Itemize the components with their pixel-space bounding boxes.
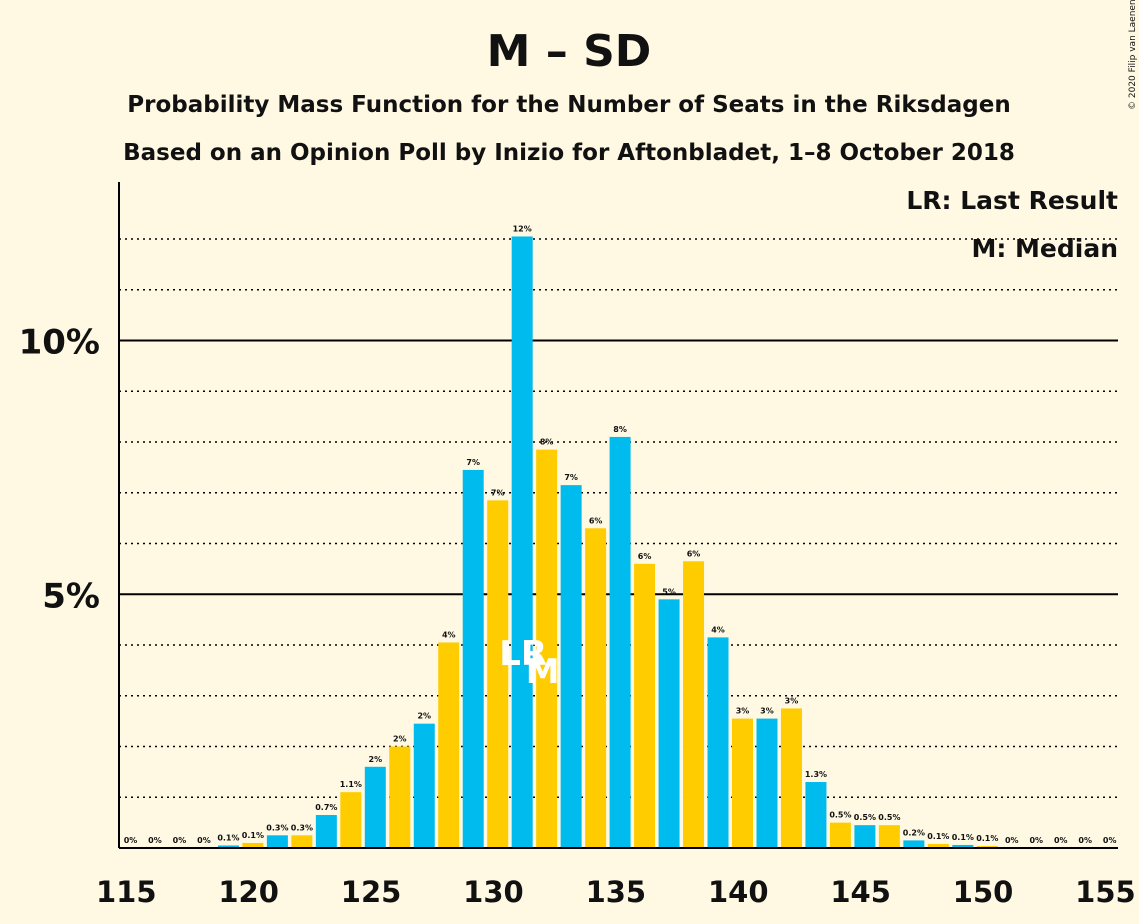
- bar-seat-151: [976, 845, 998, 848]
- bar-seat-128: [413, 723, 435, 848]
- legend-last-result: LR: Last Result: [906, 186, 1118, 215]
- bar-label-seat-156: 0%: [1103, 836, 1117, 845]
- bar-label-seat-147: 0.5%: [878, 813, 900, 822]
- bar-seat-148: [903, 840, 925, 848]
- bars: [217, 236, 998, 848]
- bar-label-seat-145: 0.5%: [829, 811, 851, 820]
- bar-seat-130: [462, 469, 484, 848]
- bar-seat-143: [780, 708, 802, 848]
- chart-subtitle-2: Based on an Opinion Poll by Inizio for A…: [123, 140, 1015, 166]
- bar-seat-139: [683, 561, 705, 848]
- bar-label-seat-146: 0.5%: [854, 813, 876, 822]
- y-tick-5: 5%: [42, 576, 100, 616]
- copyright-credit: © 2020 Filip van Laenen: [1128, 0, 1138, 110]
- bar-seat-134: [560, 485, 582, 848]
- bar-label-seat-125: 1.1%: [340, 780, 362, 789]
- x-tick-125: 125: [341, 875, 402, 909]
- bar-seat-145: [829, 822, 851, 848]
- x-tick-155: 155: [1075, 875, 1136, 909]
- bar-label-seat-140: 4%: [711, 625, 725, 634]
- bar-label-seat-137: 6%: [638, 552, 652, 561]
- bar-seat-126: [364, 766, 386, 848]
- bar-label-seat-118: 0%: [173, 836, 187, 845]
- bar-label-seat-155: 0%: [1078, 836, 1092, 845]
- bar-seat-142: [756, 718, 778, 848]
- bar-seat-146: [854, 825, 876, 848]
- bar-label-seat-138: 5%: [662, 587, 676, 596]
- bar-label-seat-154: 0%: [1054, 836, 1068, 845]
- bar-seat-144: [805, 782, 827, 848]
- bar-label-seat-136: 8%: [613, 425, 627, 434]
- bar-labels: 0% 0% 0% 0% 0.1% 0.1%0.3% 0.3%0.7%1.1%2%2%2%4%…: [124, 224, 1117, 845]
- bar-seat-125: [340, 792, 362, 848]
- bar-label-seat-116: 0%: [124, 836, 138, 845]
- bar-label-seat-142: 3%: [760, 707, 774, 716]
- bar-label-seat-128: 2%: [417, 712, 431, 721]
- bar-seat-123: [291, 835, 313, 848]
- bar-label-seat-130: 7%: [466, 458, 480, 467]
- bar-seat-140: [707, 637, 729, 848]
- bar-label-seat-119: 0%: [197, 836, 211, 845]
- bar-label-seat-117: 0%: [148, 836, 162, 845]
- bar-label-seat-120: 0.1%: [217, 833, 239, 842]
- bar-seat-137: [634, 563, 656, 848]
- bar-label-seat-124: 0.7%: [315, 803, 337, 812]
- x-tick-120: 120: [218, 875, 279, 909]
- bar-label-seat-127: 2%: [393, 735, 407, 744]
- x-tick-135: 135: [586, 875, 647, 909]
- bar-seat-136: [609, 436, 631, 848]
- x-tick-150: 150: [953, 875, 1014, 909]
- bar-seat-141: [732, 718, 753, 848]
- bar-label-seat-149: 0.1%: [927, 832, 949, 841]
- bar-seat-120: [217, 845, 239, 848]
- bar-label-seat-123: 0.3%: [291, 823, 313, 832]
- bar-label-seat-132: 12%: [513, 224, 532, 233]
- bar-label-seat-152: 0%: [1005, 836, 1019, 845]
- bar-seat-147: [878, 825, 900, 848]
- bar-seat-135: [585, 528, 607, 848]
- bar-seat-121: [242, 842, 264, 848]
- tick-labels: 115 120 125 130 135 140 145 150 155 5% 10%: [19, 323, 1136, 910]
- bar-seat-122: [266, 835, 288, 848]
- bar-seat-132: [511, 236, 533, 848]
- chart-title: M – SD: [487, 26, 652, 77]
- bar-seat-127: [389, 746, 411, 848]
- bar-label-seat-133: 8%: [540, 438, 554, 447]
- legend-median: M: Median: [971, 234, 1118, 263]
- bar-seat-131: [487, 500, 509, 848]
- bar-label-seat-141: 3%: [736, 707, 750, 716]
- bar-seat-129: [438, 642, 460, 848]
- bar-label-seat-143: 3%: [785, 696, 799, 705]
- bar-label-seat-144: 1.3%: [805, 770, 827, 779]
- bar-label-seat-122: 0.3%: [266, 823, 288, 832]
- x-tick-145: 145: [830, 875, 891, 909]
- bar-seat-133: [536, 449, 558, 848]
- x-tick-140: 140: [708, 875, 769, 909]
- bar-label-seat-139: 6%: [687, 549, 701, 558]
- bar-label-seat-121: 0.1%: [242, 831, 264, 840]
- bar-label-seat-153: 0%: [1029, 836, 1043, 845]
- y-tick-10: 10%: [19, 323, 100, 363]
- bar-seat-149: [927, 843, 949, 848]
- bar-seat-150: [952, 844, 974, 848]
- median-marker: M: [526, 652, 560, 692]
- chart-subtitle-1: Probability Mass Function for the Number…: [127, 92, 1010, 118]
- markers: LRM: [499, 634, 559, 692]
- bar-label-seat-134: 7%: [564, 473, 578, 482]
- x-tick-130: 130: [463, 875, 524, 909]
- bar-label-seat-131: 7%: [491, 488, 505, 497]
- bar-label-seat-126: 2%: [369, 755, 383, 764]
- axes: [118, 182, 1118, 849]
- bar-seat-124: [315, 815, 337, 848]
- bar-label-seat-151: 0.1%: [976, 834, 998, 843]
- bar-seat-138: [658, 599, 680, 848]
- bar-label-seat-148: 0.2%: [903, 828, 925, 837]
- x-tick-115: 115: [96, 875, 157, 909]
- bar-label-seat-135: 6%: [589, 516, 603, 525]
- bar-label-seat-150: 0.1%: [952, 833, 974, 842]
- last-result-marker: LR: [499, 634, 547, 674]
- bar-label-seat-129: 4%: [442, 630, 456, 639]
